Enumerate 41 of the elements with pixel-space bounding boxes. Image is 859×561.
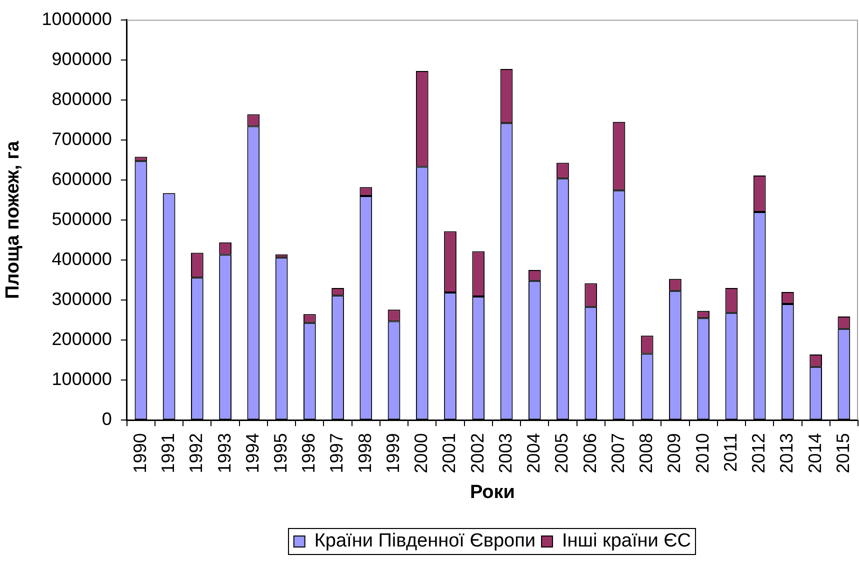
x-tick-label: 1996 [298, 433, 319, 474]
x-tick-label: 1992 [186, 433, 206, 474]
x-tick-label: 1994 [242, 433, 262, 474]
y-tick-label: 200000 [52, 329, 112, 350]
x-tick-label: 2006 [580, 433, 600, 474]
y-tick-label: 900000 [52, 48, 112, 69]
x-tick-label: 2008 [636, 433, 656, 474]
x-tick-label: 2010 [692, 433, 712, 474]
x-tick-label: 1995 [270, 433, 291, 474]
y-axis-title: Площа пожеж, га [2, 140, 24, 300]
y-tick-label: 100000 [52, 369, 112, 390]
legend-label: Інші країни ЄС [562, 530, 692, 552]
x-tick-label: 2000 [411, 433, 432, 474]
x-tick-label: 2014 [804, 433, 825, 474]
y-tick-label: 1000000 [42, 8, 112, 29]
x-tick-label: 2002 [467, 433, 488, 474]
y-tick-label: 400000 [52, 248, 112, 269]
y-tick-label: 800000 [52, 88, 112, 109]
x-tick-label: 1990 [130, 433, 150, 474]
x-tick-label: 1993 [214, 433, 234, 474]
y-tick-label: 300000 [52, 289, 112, 310]
x-tick-label: 1997 [326, 433, 347, 474]
x-tick-label: 2009 [664, 433, 684, 474]
legend-label: Країни Південної Європи [314, 530, 536, 552]
x-tick-label: 2011 [720, 433, 740, 472]
y-tick-label: 500000 [52, 208, 112, 229]
x-tick-label: 1991 [158, 433, 178, 474]
x-tick-label: 2013 [776, 433, 797, 474]
x-tick-label: 1998 [354, 433, 375, 474]
y-tick-label: 700000 [52, 128, 112, 149]
x-tick-label: 2005 [552, 433, 572, 474]
x-tick-label: 2007 [608, 433, 628, 474]
x-tick-label: 2003 [495, 433, 516, 474]
y-tick-label: 0 [102, 409, 112, 430]
x-tick-label: 1999 [382, 433, 403, 474]
x-tick-label: 2004 [524, 433, 544, 474]
x-tick-label: 2012 [748, 433, 769, 474]
x-axis-title: Роки [470, 482, 515, 503]
x-tick-label: 2001 [439, 433, 460, 474]
y-tick-label: 600000 [52, 168, 112, 189]
x-tick-label: 2015 [832, 433, 853, 474]
